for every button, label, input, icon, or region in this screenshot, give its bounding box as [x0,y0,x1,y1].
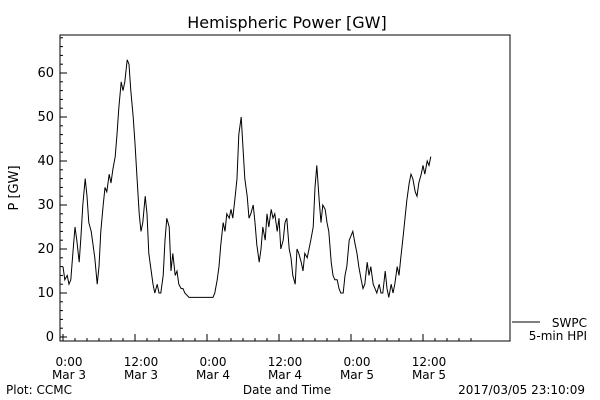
x-tick-time-4: 0:00 [344,355,371,369]
x-tick-time-0: 0:00 [56,355,83,369]
legend-label-hpi: 5-min HPI [529,329,587,343]
x-axis-label: Date and Time [243,383,331,397]
chart-title: Hemispheric Power [GW] [187,13,386,32]
timestamp: 2017/03/05 23:10:09 [458,383,585,397]
legend-label-swpc: SWPC [552,316,587,330]
y-tick-label-10: 10 [37,286,54,301]
y-tick-label-60: 60 [37,66,54,81]
y-axis: 0 10 20 30 40 50 60 [37,37,67,345]
y-axis-label: P [GW] [7,165,22,210]
x-tick-time-3: 12:00 [268,355,303,369]
y-tick-label-50: 50 [37,110,54,125]
x-tick-date-1: Mar 3 [124,368,158,382]
series-line-0 [62,59,432,298]
x-tick-time-5: 12:00 [412,355,447,369]
x-tick-date-5: Mar 5 [412,368,446,382]
y-tick-label-0: 0 [46,330,54,345]
x-tick-date-4: Mar 5 [340,368,374,382]
y-tick-label-20: 20 [37,242,54,257]
plot-credit: Plot: CCMC [6,383,72,397]
plot-frame [59,34,511,342]
x-tick-time-1: 12:00 [124,355,159,369]
y-tick-label-40: 40 [37,154,54,169]
x-tick-date-2: Mar 4 [196,368,230,382]
series-layer [62,59,432,298]
x-tick-time-2: 0:00 [200,355,227,369]
x-tick-date-3: Mar 4 [268,368,302,382]
y-tick-label-30: 30 [37,198,54,213]
x-tick-date-0: Mar 3 [52,368,86,382]
